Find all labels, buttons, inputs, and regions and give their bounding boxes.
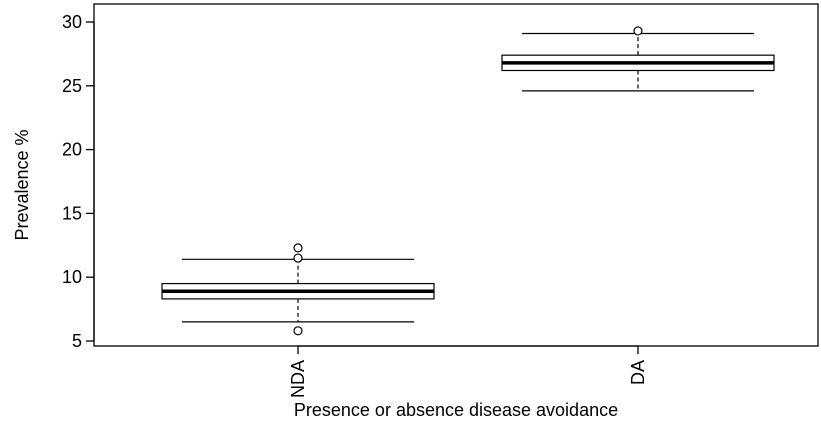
y-tick-label: 25 (62, 76, 82, 96)
y-tick-label: 30 (62, 12, 82, 32)
box-group-da (501, 26, 775, 92)
box-group-nda (161, 243, 435, 336)
outlier-point (293, 326, 303, 336)
y-tick-label: 15 (62, 203, 82, 223)
x-axis: NDA DA (288, 345, 648, 398)
y-axis: 5 10 15 20 25 30 (62, 12, 95, 351)
outlier-point (293, 243, 303, 253)
x-tick-label: DA (628, 360, 648, 385)
y-tick-label: 5 (72, 331, 82, 351)
outlier-point (633, 26, 643, 36)
y-tick-label: 10 (62, 267, 82, 287)
boxes (161, 26, 775, 336)
x-axis-label: Presence or absence disease avoidance (294, 400, 618, 420)
outlier-point (293, 253, 303, 263)
y-axis-label: Prevalence % (12, 129, 32, 240)
y-tick-label: 20 (62, 140, 82, 160)
x-tick-label: NDA (288, 360, 308, 398)
